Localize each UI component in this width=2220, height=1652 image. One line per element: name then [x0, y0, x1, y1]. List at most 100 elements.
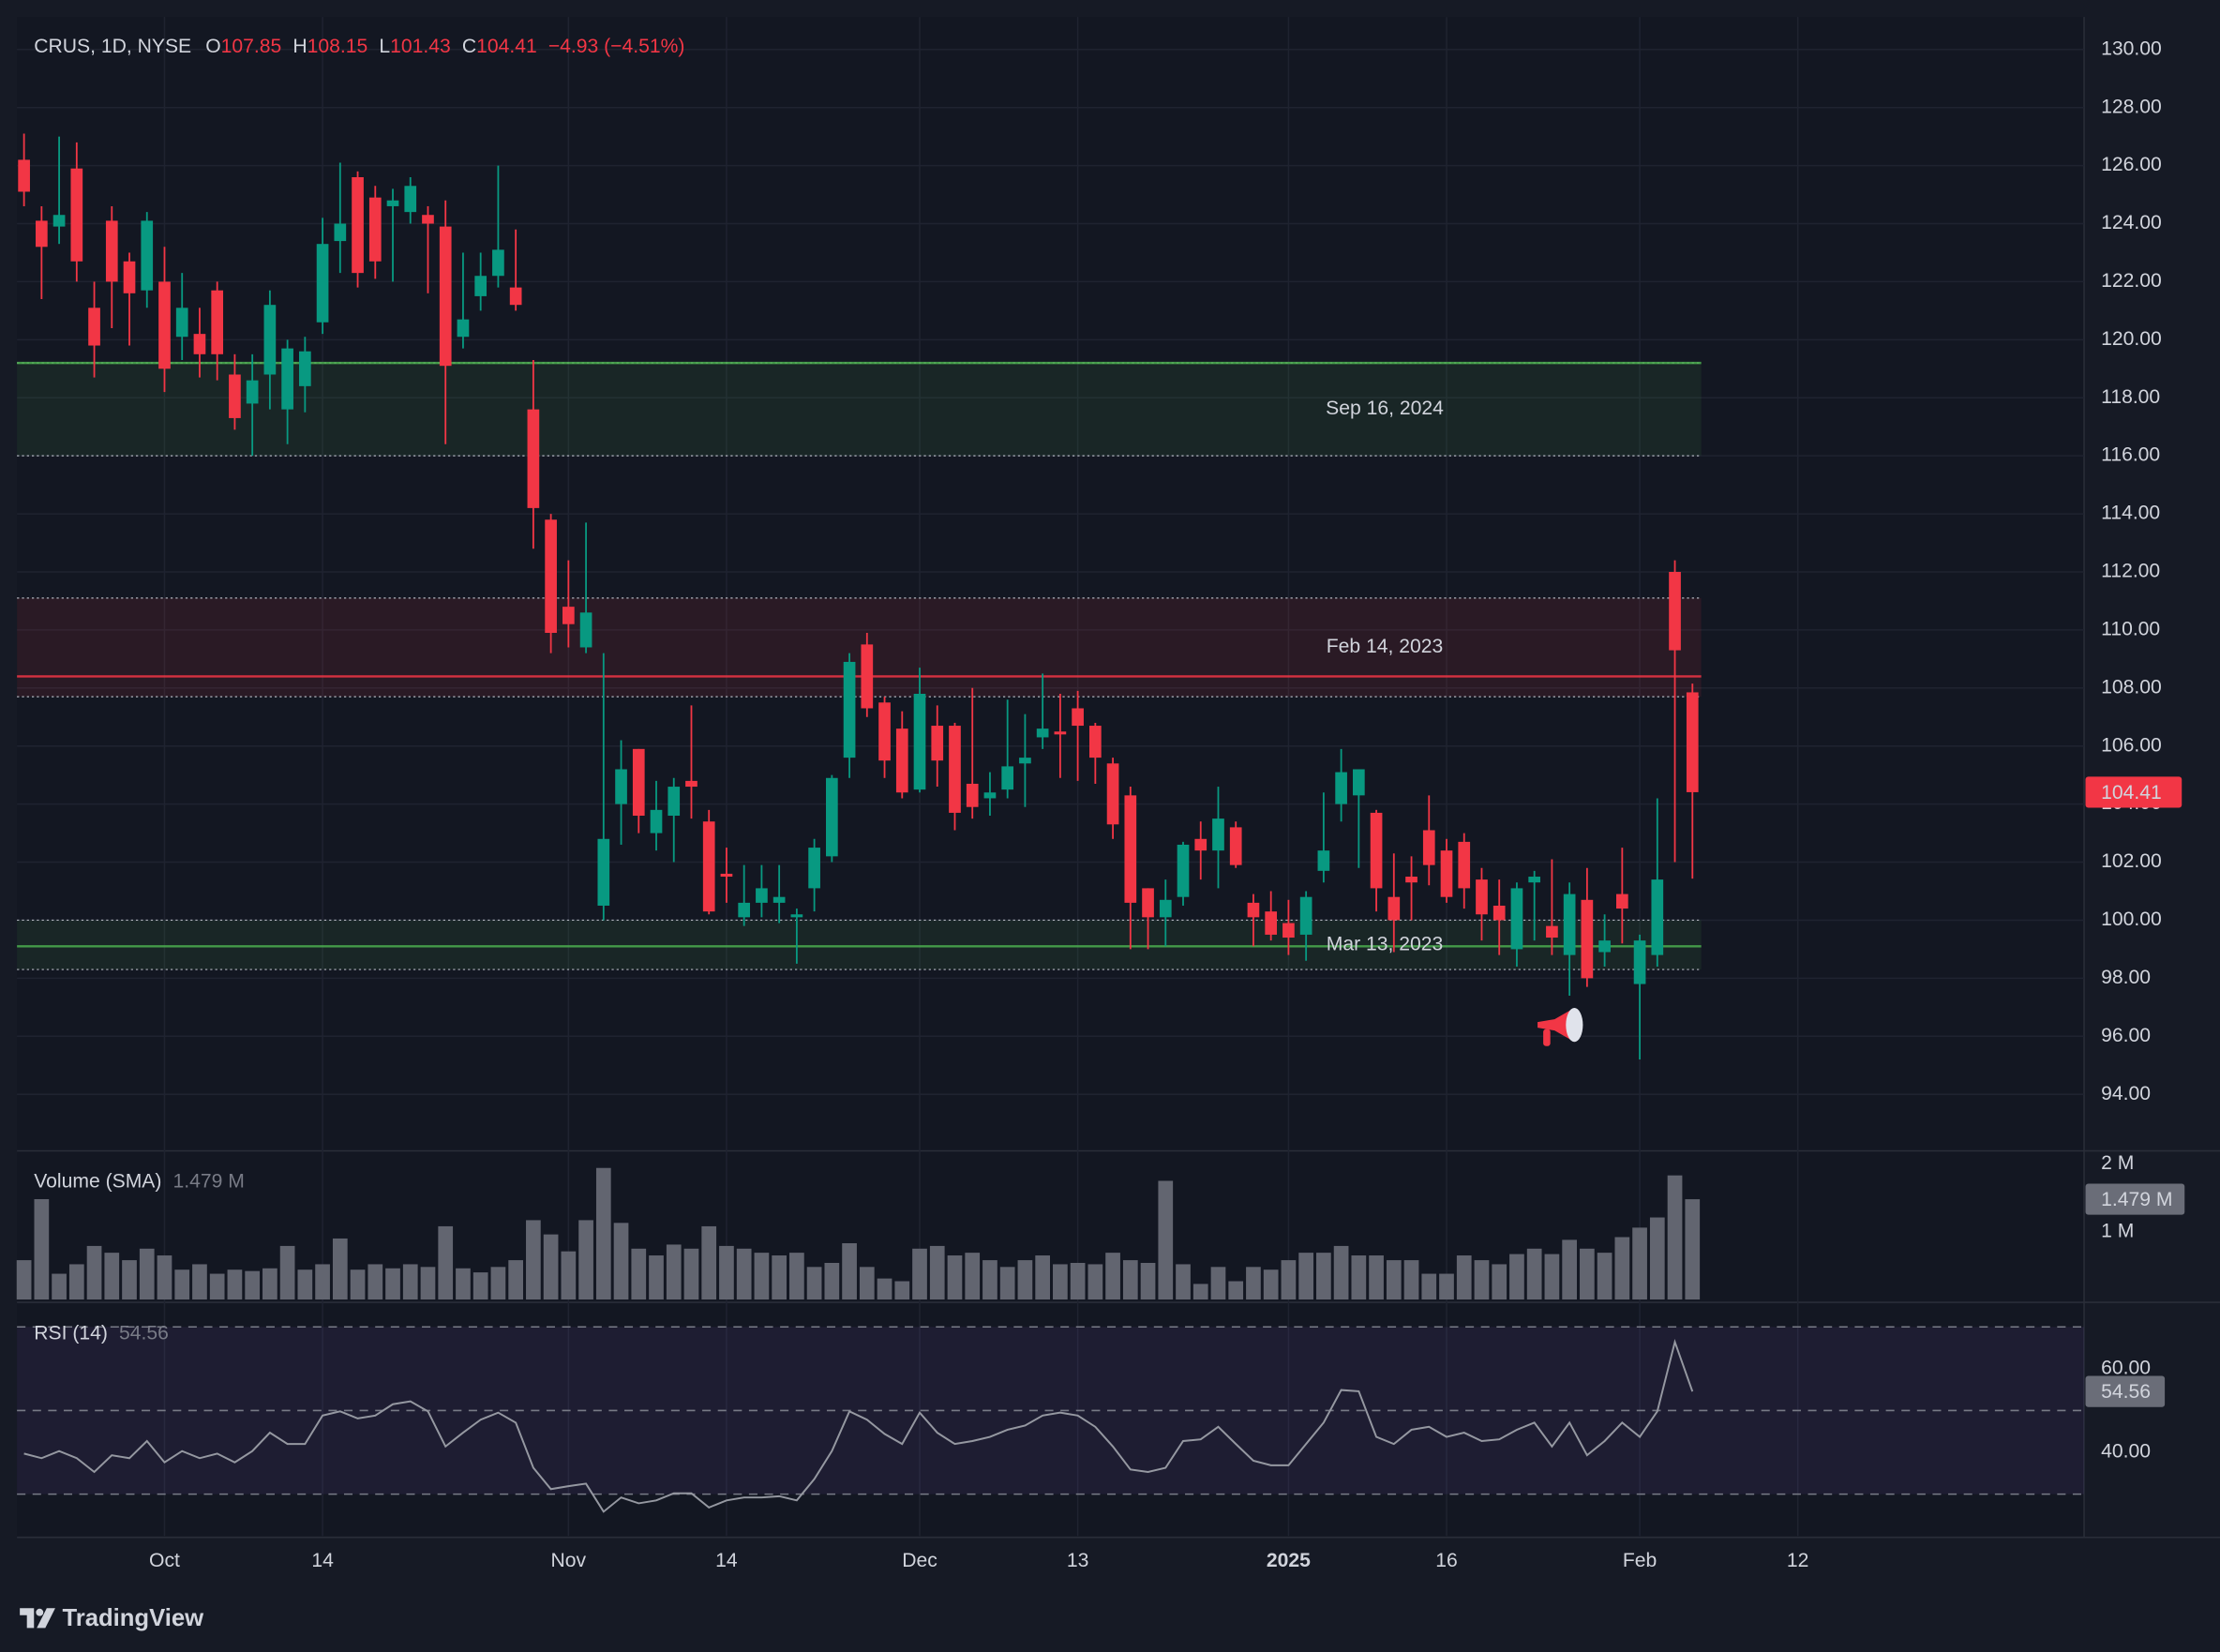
candle-body [1088, 726, 1102, 758]
price-badge-label: 104.41 [2101, 782, 2162, 803]
volume-bar [174, 1269, 190, 1300]
candle-body [1335, 772, 1347, 804]
price-badge [2085, 776, 2182, 808]
volume-bar [595, 1167, 611, 1300]
y-tick-label: 126.00 [2101, 154, 2162, 175]
volume-bar [1562, 1239, 1577, 1300]
logo: TradingView [20, 1605, 203, 1631]
volume-bar [52, 1273, 67, 1300]
y-tick-label: 122.00 [2101, 270, 2162, 292]
x-tick-label: Feb [1623, 1550, 1657, 1571]
candle-body [562, 607, 575, 624]
volume-bar [578, 1220, 593, 1300]
volume-bar [420, 1267, 436, 1300]
candle-body [756, 888, 768, 903]
volume-bar [965, 1253, 981, 1300]
zone-label: Mar 13, 2023 [1327, 933, 1443, 954]
x-tick-label: 2025 [1267, 1550, 1311, 1571]
y-tick-label: 130.00 [2101, 38, 2162, 59]
candle-body [1405, 877, 1418, 883]
volume-bar [368, 1264, 383, 1300]
candle-body [1651, 879, 1664, 955]
rsi-badge-label: 54.56 [2101, 1381, 2151, 1403]
volume-bar [1456, 1255, 1472, 1300]
zone-label: Sep 16, 2024 [1326, 398, 1444, 419]
candle-body [1615, 894, 1628, 909]
change: −4.93 (−4.51%) [548, 35, 685, 56]
volume-bar [332, 1238, 348, 1300]
volume-bar [1053, 1264, 1068, 1300]
volume-legend: Volume (SMA) 1.479 M [34, 1170, 245, 1192]
candle-body [457, 319, 470, 338]
volume-bar [1246, 1267, 1261, 1300]
candle-body [1598, 940, 1611, 953]
volume-bar [1597, 1253, 1612, 1300]
candle-body [527, 409, 540, 508]
candle-body [1036, 728, 1049, 738]
candle-body [1159, 899, 1172, 918]
candle-body [615, 769, 627, 804]
volume-bar [1298, 1253, 1313, 1300]
x-tick-label: Oct [149, 1550, 180, 1571]
zone [17, 597, 1702, 698]
candle-body [474, 276, 488, 296]
candle-body [895, 728, 908, 793]
candle-body [105, 220, 118, 282]
volume-bar [297, 1269, 313, 1300]
candle-body [1001, 766, 1014, 790]
candle-body [70, 168, 83, 262]
y-tick-label: 40.00 [2101, 1441, 2151, 1463]
volume-bar [1281, 1260, 1297, 1300]
candle-body [509, 287, 522, 306]
volume-bar [1421, 1273, 1437, 1300]
candle-body [1528, 877, 1541, 883]
volume-bar [1685, 1199, 1701, 1300]
volume-bar [894, 1281, 910, 1300]
candle-body [1247, 902, 1260, 918]
volume-bar [1105, 1253, 1120, 1300]
candle-body [158, 281, 171, 369]
volume-bar [1316, 1253, 1331, 1300]
candle-body [1194, 838, 1208, 851]
candle-body [386, 200, 399, 206]
x-tick-label: 12 [1787, 1550, 1809, 1571]
volume-bar [824, 1262, 840, 1300]
volume-bar [1667, 1175, 1683, 1300]
volume-bar [1333, 1245, 1349, 1300]
volume-bar [806, 1267, 822, 1300]
rsi-title: RSI (14) [34, 1322, 108, 1344]
y-tick-label: 106.00 [2101, 734, 2162, 756]
candle-body [404, 186, 417, 213]
volume-bar [666, 1244, 682, 1300]
volume-bar [34, 1198, 50, 1300]
candle-body [123, 261, 136, 293]
volume-bar [789, 1253, 804, 1300]
marks [16, 133, 1701, 1513]
y-tick-label: 98.00 [2101, 967, 2151, 988]
volume-bar [385, 1268, 400, 1300]
y-tick-label: 94.00 [2101, 1083, 2151, 1104]
candle-body [949, 726, 961, 813]
candle-body [141, 220, 154, 291]
volume-bar [1474, 1260, 1490, 1300]
volume-bar [543, 1234, 559, 1300]
close-value: 104.41 [476, 35, 537, 56]
volume-badge-label: 1.479 M [2101, 1189, 2172, 1210]
volume-bar [631, 1248, 647, 1300]
y-tick-label: 128.00 [2101, 96, 2162, 117]
y-tick-label: 110.00 [2101, 618, 2160, 639]
volume-bar [701, 1225, 717, 1300]
volume-bar [912, 1248, 927, 1300]
candle-body [492, 249, 504, 277]
y-tick-label: 1 M [2101, 1220, 2134, 1241]
volume-bar [1439, 1273, 1454, 1300]
candle-body [1177, 844, 1190, 897]
volume-bar [754, 1253, 770, 1300]
x-tick-label: Nov [551, 1550, 587, 1571]
volume-bar [262, 1268, 278, 1300]
volume-bar [68, 1264, 84, 1300]
low-value: 101.43 [390, 35, 451, 56]
y-tick-label: 102.00 [2101, 850, 2162, 872]
candle-body [246, 380, 259, 404]
volume-bar [999, 1267, 1015, 1300]
